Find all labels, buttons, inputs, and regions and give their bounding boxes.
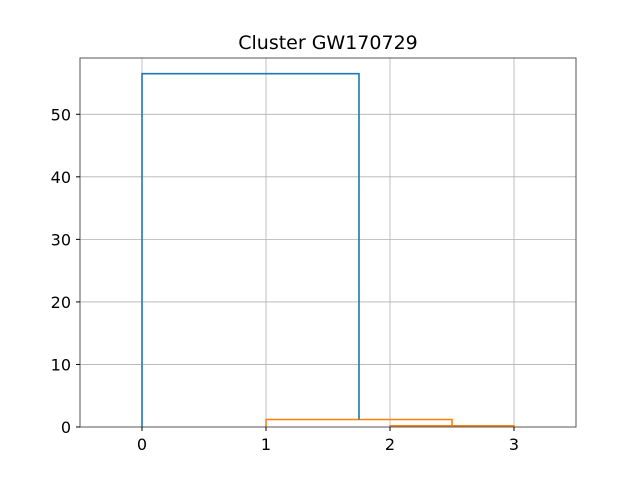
dendrogram-links bbox=[141, 72, 515, 427]
x-tick-label: 1 bbox=[261, 435, 271, 454]
x-tick-label: 3 bbox=[509, 435, 519, 454]
x-tick-label: 0 bbox=[137, 435, 147, 454]
y-tick-label: 40 bbox=[51, 168, 71, 187]
dendrogram-link bbox=[141, 72, 360, 427]
plot-area-frame bbox=[79, 57, 577, 428]
y-tick-label: 0 bbox=[61, 418, 71, 437]
y-tick-label: 10 bbox=[51, 355, 71, 374]
y-tick-label: 30 bbox=[51, 230, 71, 249]
y-tick-label: 50 bbox=[51, 105, 71, 124]
y-tick-label: 20 bbox=[51, 293, 71, 312]
x-tick-label: 2 bbox=[385, 435, 395, 454]
chart-title: Cluster GW170729 bbox=[238, 32, 418, 54]
